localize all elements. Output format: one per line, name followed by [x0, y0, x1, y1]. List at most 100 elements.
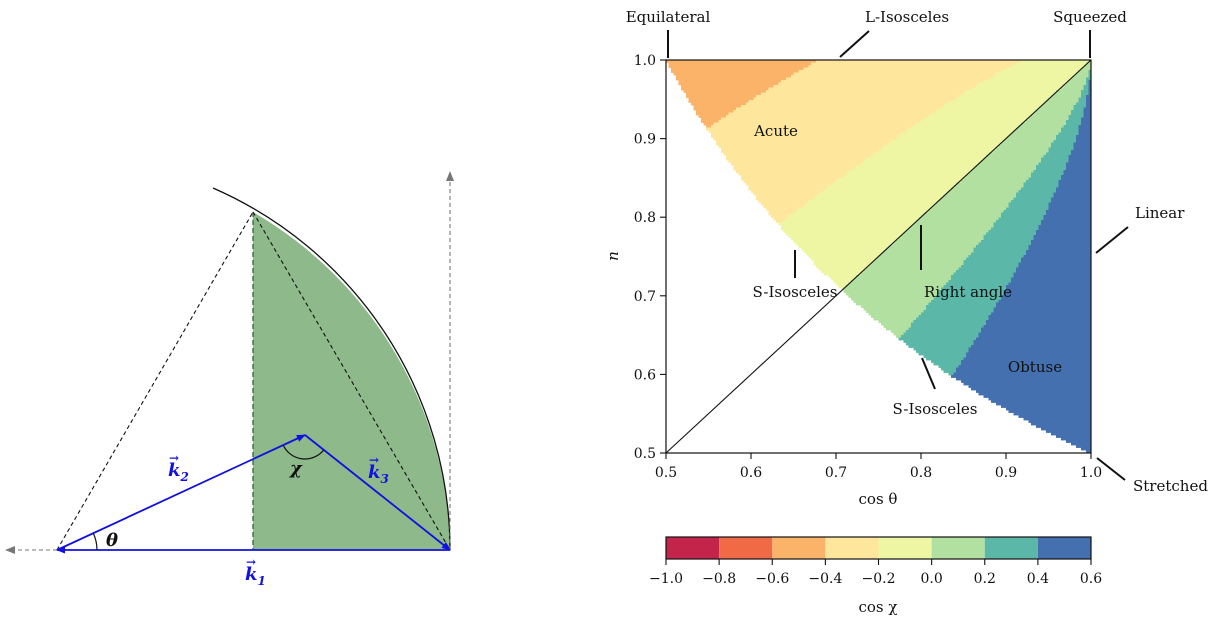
band-cell: [683, 80, 687, 83]
band-cell: [861, 120, 864, 123]
band-cell: [726, 70, 729, 73]
band-cell: [761, 117, 764, 121]
band-cell: [818, 87, 822, 91]
band-cell: [711, 60, 714, 63]
band-cell: [863, 245, 867, 248]
band-cell: [731, 110, 734, 113]
band-cell: [846, 80, 849, 83]
band-cell: [786, 60, 789, 63]
band-cell: [753, 82, 757, 86]
band-cell: [846, 250, 849, 253]
band-cell: [813, 75, 817, 78]
band-cell: [846, 225, 849, 228]
band-cell: [756, 117, 759, 121]
band-cell: [823, 187, 827, 191]
band-cell: [843, 112, 847, 116]
band-cell: [726, 132, 729, 136]
band-cell: [803, 97, 807, 101]
band-cell: [791, 132, 794, 136]
band-cell: [671, 65, 674, 68]
band-cell: [791, 232, 794, 236]
band-cell: [803, 82, 807, 86]
band-cell: [743, 110, 747, 113]
band-cell: [713, 85, 717, 88]
band-cell: [766, 92, 769, 96]
band-cell: [756, 107, 759, 111]
band-cell: [848, 115, 852, 118]
band-cell: [816, 200, 819, 203]
band-cell: [753, 180, 757, 183]
band-cell: [801, 242, 804, 246]
band-cell: [866, 92, 869, 96]
boundary-arc: [212, 187, 451, 551]
band-cell: [763, 105, 767, 108]
band-cell: [771, 205, 774, 208]
band-cell: [818, 102, 822, 106]
band-cell: [806, 147, 809, 151]
band-cell: [781, 145, 784, 148]
band-cell: [831, 102, 834, 106]
band-cell: [813, 237, 817, 241]
band-cell: [848, 255, 852, 258]
band-cell: [871, 140, 874, 143]
band-cell: [861, 140, 864, 143]
band-cell: [703, 115, 707, 118]
band-cell: [863, 227, 867, 231]
band-cell: [798, 75, 802, 78]
band-cell: [858, 290, 862, 293]
band-cell: [823, 147, 827, 151]
band-cell: [761, 132, 764, 136]
band-cell: [821, 200, 824, 203]
band-cell: [743, 75, 747, 78]
band-cell: [776, 187, 779, 191]
band-cell: [718, 127, 722, 131]
band-cell: [741, 137, 744, 141]
band-cell: [821, 112, 824, 116]
band-cell: [858, 280, 862, 283]
band-cell: [791, 125, 794, 128]
band-cell: [776, 122, 779, 126]
band-cell: [848, 180, 852, 183]
band-cell: [733, 95, 737, 98]
band-cell: [816, 147, 819, 151]
band-cell: [866, 277, 869, 281]
band-cell: [741, 87, 744, 91]
band-cell: [738, 62, 742, 66]
band-cell: [833, 210, 837, 213]
band-cell: [731, 77, 734, 81]
band-cell: [823, 230, 827, 233]
band-cell: [796, 62, 799, 66]
band-cell: [711, 125, 714, 128]
band-cell: [806, 155, 809, 158]
band-cell: [858, 225, 862, 228]
band-cell: [728, 102, 732, 106]
band-cell: [786, 160, 789, 163]
band-cell: [791, 77, 794, 81]
band-cell: [796, 87, 799, 91]
band-cell: [748, 167, 752, 171]
band-cell: [863, 120, 867, 123]
band-cell: [848, 120, 852, 123]
band-cell: [811, 232, 814, 236]
band-cell: [738, 140, 742, 143]
band-cell: [778, 82, 782, 86]
band-cell: [806, 227, 809, 231]
band-cell: [771, 192, 774, 196]
band-cell: [818, 250, 822, 253]
band-cell: [851, 72, 854, 76]
band-cell: [701, 100, 704, 103]
band-cell: [743, 87, 747, 91]
band-cell: [821, 82, 824, 86]
band-cell: [753, 60, 757, 63]
band-cell: [766, 192, 769, 196]
band-cell: [816, 150, 819, 153]
band-cell: [768, 105, 772, 108]
band-cell: [848, 100, 852, 103]
band-cell: [841, 175, 844, 178]
band-cell: [741, 110, 744, 113]
band-cell: [876, 60, 879, 63]
band-cell: [776, 200, 779, 203]
band-cell: [708, 92, 712, 96]
band-cell: [826, 117, 829, 121]
band-cell: [868, 80, 872, 83]
